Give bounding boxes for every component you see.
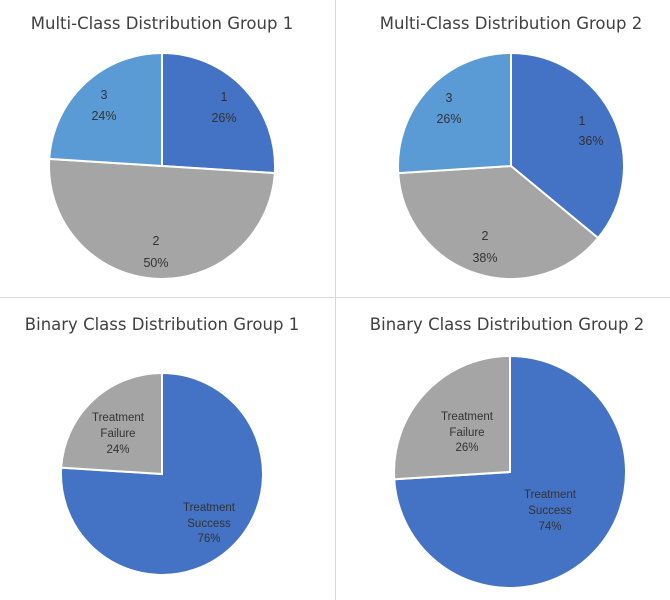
pie-slice-treatment-failure: [60, 371, 163, 476]
pie-slice-3: [397, 51, 512, 175]
pie-slices: [393, 354, 627, 589]
pie-slices: [48, 51, 276, 280]
vertical-divider: [335, 0, 336, 600]
pie-chart-binary-group-1: Binary Class Distribution Group 1 Treatm…: [25, 315, 299, 576]
pie-chart-multiclass-group-1: Multi-Class Distribution Group 1 1 26% 2…: [31, 14, 293, 280]
chart-panel-multiclass-group-1: Multi-Class Distribution Group 1 1 26% 2…: [0, 0, 335, 297]
slice-label-value: 24%: [91, 109, 116, 123]
chart-title: Binary Class Distribution Group 1: [25, 315, 299, 334]
slice-label-name-line1: Treatment: [524, 489, 577, 501]
horizontal-divider: [0, 297, 670, 298]
pie-slice-1: [510, 51, 625, 240]
pie-slice-2: [48, 157, 276, 280]
slice-label-name: 3: [446, 91, 453, 105]
pie-slice-2: [397, 164, 600, 280]
slice-label-name-line1: Treatment: [441, 411, 494, 423]
slice-label-name-line1: Treatment: [183, 502, 236, 514]
pie-slice-3: [48, 51, 163, 168]
pie-chart-binary-group-2: Binary Class Distribution Group 2 Treatm…: [370, 315, 644, 589]
slice-label-value: 36%: [578, 134, 603, 148]
slice-label-value: 26%: [436, 112, 461, 126]
slice-label-name-line2: Success: [187, 518, 231, 530]
slice-label-value: 76%: [197, 533, 220, 545]
chart-title: Binary Class Distribution Group 2: [370, 315, 644, 334]
chart-panel-binary-group-1: Binary Class Distribution Group 1 Treatm…: [0, 298, 335, 595]
slice-label-name: 2: [482, 229, 489, 243]
slice-label-value: 24%: [106, 444, 129, 456]
chart-panel-multiclass-group-2: Multi-Class Distribution Group 2 1 36% 2…: [335, 0, 670, 297]
pie-slices: [397, 51, 625, 280]
slice-label-value: 74%: [538, 521, 561, 533]
pie-slice-treatment-failure: [393, 354, 511, 481]
slice-label-name-line2: Failure: [449, 427, 484, 439]
slice-label-name: 1: [221, 90, 228, 104]
slice-label-value: 50%: [143, 256, 168, 270]
slice-label-name: 2: [153, 234, 160, 248]
pie-chart-multiclass-group-2: Multi-Class Distribution Group 2 1 36% 2…: [380, 14, 642, 280]
slice-label-name: 1: [579, 114, 586, 128]
slice-label-name: 3: [101, 88, 108, 102]
slice-label-value: 38%: [472, 251, 497, 265]
slice-label-name-line1: Treatment: [92, 412, 145, 424]
slice-label-name-line2: Success: [528, 505, 572, 517]
slice-label-value: 26%: [211, 111, 236, 125]
pie-slices: [60, 371, 264, 576]
chart-title: Multi-Class Distribution Group 1: [31, 14, 293, 33]
slice-label-name-line2: Failure: [100, 428, 135, 440]
chart-title: Multi-Class Distribution Group 2: [380, 14, 642, 33]
pie-slice-1: [161, 51, 276, 175]
chart-panel-binary-group-2: Binary Class Distribution Group 2 Treatm…: [335, 298, 670, 595]
slice-label-value: 26%: [455, 442, 478, 454]
